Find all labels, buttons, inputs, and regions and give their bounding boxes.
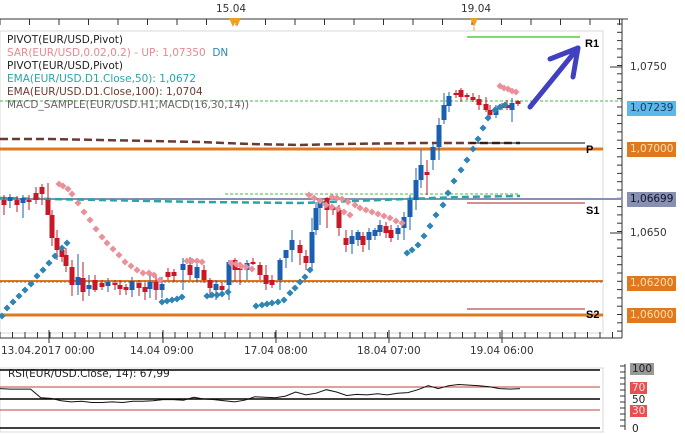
last-price-box: 1,07239 <box>627 101 677 116</box>
rsi-level-50: 50 <box>632 394 646 406</box>
legend-text: EMA(EUR/USD.D1.Close,100): 1,0704 <box>7 86 203 98</box>
rsi-level-0: 0 <box>632 423 639 435</box>
s1-price-box: 1,06699 <box>627 192 677 207</box>
price-tick-1-0650: 1,0650 <box>630 227 667 239</box>
pivot-label-s2: S2 <box>586 309 600 321</box>
legend-text: MACD_SAMPLE(EUR/USD.H1,MACD(16,30,14)) <box>7 99 250 111</box>
top-axis-label-19-04: 19.04 <box>461 3 492 15</box>
legend-sar[interactable]: SAR(EUR/USD,0.02,0.2) - UP: 1,07350 DN <box>7 47 228 59</box>
legend-ema-100[interactable]: EMA(EUR/USD.D1.Close,100): 1,0704 <box>7 86 203 98</box>
time-label-3: 18.04 07:00 <box>357 345 421 357</box>
pivot-label-r1: R1 <box>585 38 600 50</box>
time-label-4: 19.04 06:00 <box>470 345 534 357</box>
legend-text: PIVOT(EUR/USD,Pivot) <box>7 60 123 72</box>
legend-ema-50[interactable]: EMA(EUR/USD.D1.Close,50): 1,0672 <box>7 73 196 85</box>
time-label-1: 14.04 09:00 <box>130 345 194 357</box>
top-time-axis: 15.04 19.04 <box>0 0 628 30</box>
rsi-title: RSI(EUR/USD.Close, 14): 67,99 <box>8 368 170 380</box>
legend-text: PIVOT(EUR/USD,Pivot) <box>7 34 123 46</box>
rsi-level-100: 100 <box>630 363 655 375</box>
level-1-062-price-box: 1,06200 <box>627 276 677 291</box>
time-label-0: 13.04.2017 00:00 <box>1 345 95 357</box>
legend-text: EMA(EUR/USD.D1.Close,50): 1,0672 <box>7 73 197 85</box>
top-axis-label-15-04: 15.04 <box>216 3 247 15</box>
legend-text: SAR(EUR/USD,0.02,0.2) - UP: 1,07350 <box>7 47 206 59</box>
price-tick-1-0750: 1,0750 <box>630 61 667 73</box>
rsi-level-30: 30 <box>630 405 648 417</box>
legend-sar-dn: DN <box>212 47 229 59</box>
pivot-price-box: 1,07000 <box>627 142 677 157</box>
legend-macd[interactable]: MACD_SAMPLE(EUR/USD.H1,MACD(16,30,14)) <box>7 99 249 111</box>
pivot-label-s1: S1 <box>586 205 600 217</box>
pivot-label-p: P <box>586 144 594 156</box>
time-label-2: 17.04 08:00 <box>244 345 308 357</box>
legend-pivot-1[interactable]: PIVOT(EUR/USD,Pivot) <box>7 34 123 46</box>
s2-price-box: 1,06000 <box>627 308 677 323</box>
arrow-annotation <box>527 45 581 110</box>
legend-pivot-2[interactable]: PIVOT(EUR/USD,Pivot) <box>7 60 123 72</box>
rsi-level-70: 70 <box>630 382 648 394</box>
